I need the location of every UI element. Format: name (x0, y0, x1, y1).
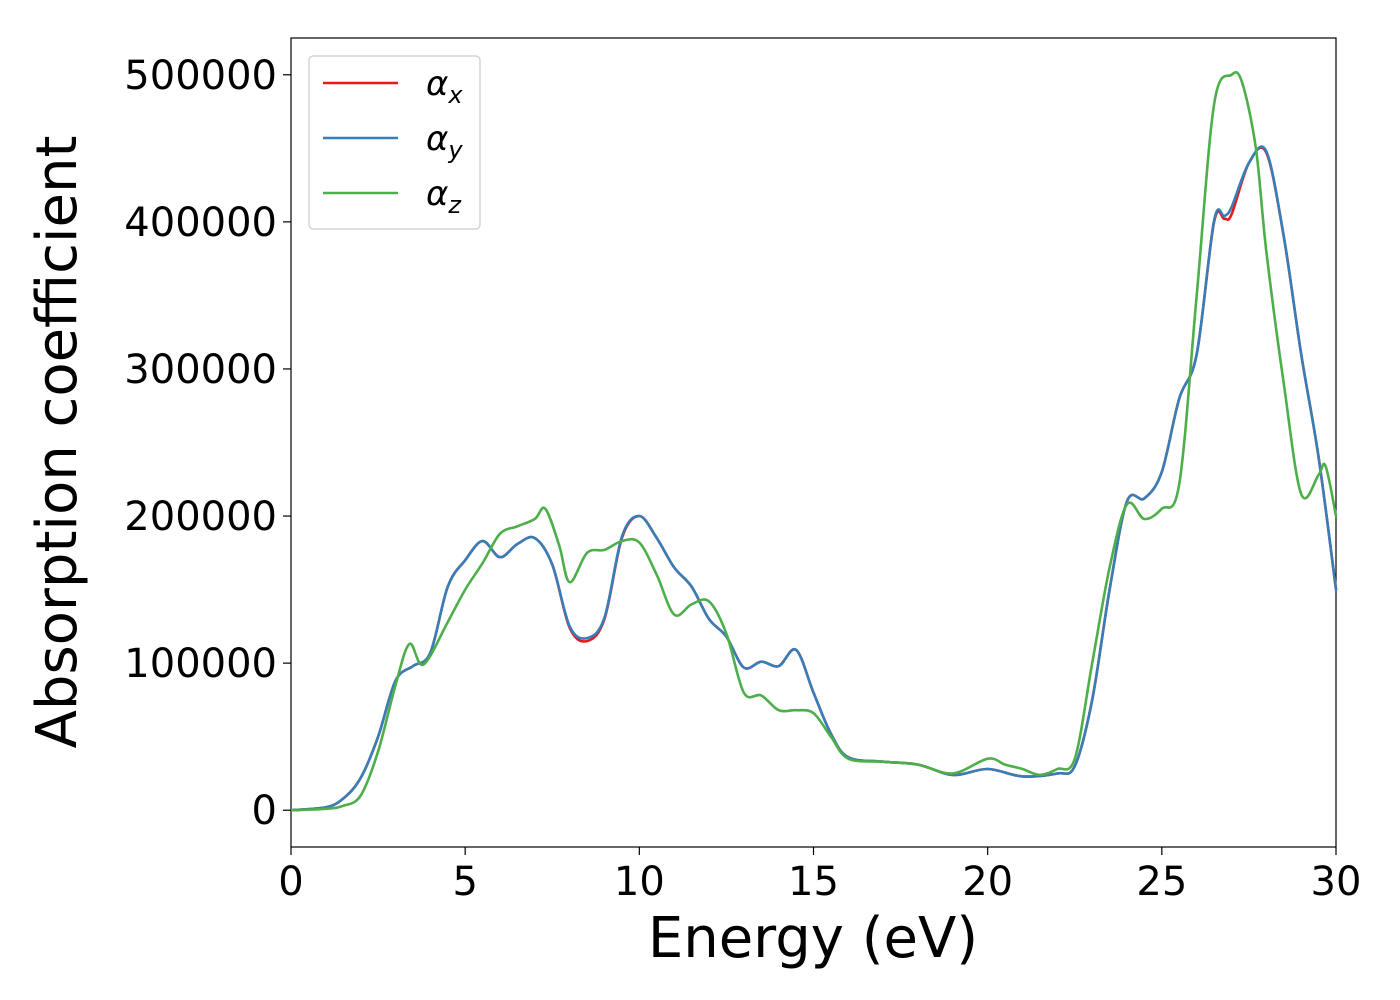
y-tick-label: 400000 (124, 200, 277, 246)
series-layer (289, 70, 1338, 812)
y-tick-label: 300000 (124, 347, 277, 393)
series-line-alpha-z (289, 70, 1338, 812)
x-tick-label: 25 (1136, 859, 1187, 905)
legend: αx αy αz (308, 55, 481, 230)
x-tick-label: 5 (452, 859, 477, 905)
legend-label-alpha-z: αz (426, 174, 462, 219)
y-tick-label: 200000 (124, 494, 277, 540)
y-tick-label: 500000 (124, 53, 277, 99)
series-line-alpha-y (289, 145, 1338, 812)
legend-items: αx αy αz (323, 64, 463, 219)
x-axis-ticks: 0 5 10 15 20 25 30 (278, 847, 1361, 905)
y-tick-label: 0 (252, 788, 277, 834)
y-axis-title: Absorption coefficient (25, 136, 90, 749)
x-tick-label: 0 (278, 859, 303, 905)
legend-box (308, 55, 481, 230)
y-tick-label: 100000 (124, 641, 277, 687)
x-tick-label: 15 (788, 859, 839, 905)
x-tick-label: 20 (962, 859, 1013, 905)
x-tick-label: 10 (614, 859, 665, 905)
x-tick-label: 30 (1311, 859, 1362, 905)
x-axis-title: Energy (eV) (648, 906, 978, 971)
legend-label-alpha-y: αy (426, 119, 463, 164)
legend-label-alpha-x: αx (426, 64, 463, 109)
y-axis-ticks: 0 100000 200000 300000 400000 500000 (124, 53, 291, 834)
